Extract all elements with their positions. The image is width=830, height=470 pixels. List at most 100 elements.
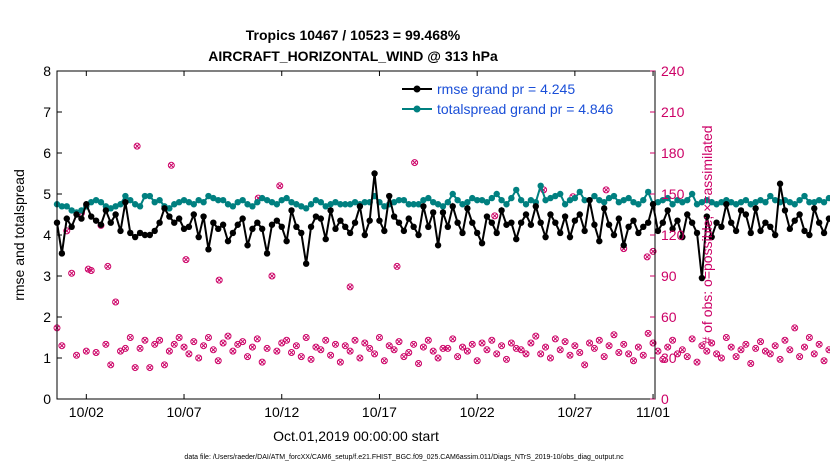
rmse-point xyxy=(361,231,368,239)
obs-assimilated-point xyxy=(347,348,353,354)
obs-possible-point xyxy=(410,340,418,348)
obs-assimilated-point xyxy=(518,347,524,353)
rmse-point xyxy=(503,221,510,228)
obs-assimilated-point xyxy=(298,354,304,360)
obs-possible-point xyxy=(58,342,66,350)
spread-point xyxy=(327,201,334,208)
spread-point xyxy=(171,201,178,208)
obs-possible-point xyxy=(224,332,232,340)
obs-possible-point xyxy=(167,161,175,169)
obs-assimilated-point xyxy=(606,343,612,349)
spread-point xyxy=(425,194,432,202)
obs-possible-point xyxy=(498,342,506,350)
obs-possible-point xyxy=(625,350,633,358)
obs-possible-point xyxy=(182,256,190,264)
obs-possible-point xyxy=(297,353,305,361)
obs-assimilated-point xyxy=(183,257,189,263)
rmse-point xyxy=(166,213,173,220)
rmse-point xyxy=(73,211,80,218)
obs-assimilated-point xyxy=(191,339,197,345)
obs-possible-point xyxy=(419,343,427,351)
spread-point xyxy=(703,196,710,204)
rmse-point xyxy=(747,229,754,237)
footer-data-file: data file: /Users/raeder/DAI/ATM_forcXX/… xyxy=(184,454,624,461)
spread-point xyxy=(400,196,408,204)
obs-possible-point xyxy=(82,347,90,355)
obs-assimilated-point xyxy=(381,358,387,364)
spread-point xyxy=(478,196,486,204)
spread-point xyxy=(146,192,154,200)
obs-assimilated-point xyxy=(216,277,222,283)
rmse-point xyxy=(224,237,232,245)
obs-assimilated-point xyxy=(85,266,91,272)
rmse-point xyxy=(693,229,701,237)
obs-possible-point xyxy=(253,335,261,343)
rmse-point xyxy=(596,237,603,245)
obs-assimilated-point xyxy=(547,355,554,361)
spread-point xyxy=(117,201,124,208)
rmse-point xyxy=(488,219,496,226)
spread-point xyxy=(522,201,530,208)
rmse-point xyxy=(351,219,359,226)
obs-assimilated-point xyxy=(215,358,221,364)
legend-spread-label: totalspread grand pr = 4.846 xyxy=(437,101,614,117)
legend-spread-marker xyxy=(413,105,421,113)
obs-assimilated-point xyxy=(748,360,754,367)
obs-assimilated-point xyxy=(508,340,514,346)
obs-assimilated-point xyxy=(714,351,720,357)
spread-point xyxy=(415,201,422,208)
obs-assimilated-point xyxy=(484,347,490,353)
y-tick-label-left: 5 xyxy=(43,186,51,202)
rmse-point xyxy=(586,196,593,204)
obs-assimilated-point xyxy=(494,351,500,357)
obs-assimilated-point xyxy=(801,344,808,350)
obs-assimilated-point xyxy=(450,336,456,342)
obs-possible-point xyxy=(507,339,515,347)
obs-assimilated-point xyxy=(342,343,348,349)
spread-point xyxy=(728,199,735,206)
obs-assimilated-point xyxy=(391,347,397,353)
obs-possible-point xyxy=(63,227,71,235)
spread-point xyxy=(302,205,310,212)
obs-assimilated-point xyxy=(562,339,568,345)
obs-possible-point xyxy=(576,349,584,357)
spread-point xyxy=(708,199,715,206)
rmse-point xyxy=(434,242,442,249)
spread-point xyxy=(229,203,237,210)
obs-possible-point xyxy=(146,364,154,372)
spread-point xyxy=(381,203,388,210)
obs-possible-point xyxy=(708,339,716,347)
spread-point xyxy=(571,194,579,202)
obs-possible-point xyxy=(815,340,823,348)
obs-possible-point xyxy=(204,334,212,341)
spread-point xyxy=(322,203,329,210)
rmse-point xyxy=(356,203,364,210)
x-tick-label: 11/01 xyxy=(636,404,670,420)
obs-assimilated-point xyxy=(733,354,739,360)
obs-assimilated-point xyxy=(492,213,498,219)
rmse-point xyxy=(205,246,212,253)
spread-point xyxy=(659,196,667,204)
spread-point xyxy=(58,203,66,210)
spread-point xyxy=(488,194,496,202)
rmse-point xyxy=(180,225,188,233)
rmse-point xyxy=(327,207,334,214)
obs-assimilated-point xyxy=(499,343,505,349)
obs-possible-point xyxy=(781,336,789,344)
obs-possible-point xyxy=(703,347,711,355)
spread-point xyxy=(498,196,505,204)
spread-point xyxy=(596,196,603,204)
rmse-point xyxy=(713,219,720,226)
rmse-point xyxy=(806,231,813,239)
spread-point xyxy=(112,203,119,210)
rmse-point xyxy=(630,217,637,224)
obs-assimilated-point xyxy=(743,341,749,347)
spread-point xyxy=(410,201,417,208)
obs-possible-point xyxy=(620,340,628,348)
spread-point xyxy=(166,205,173,212)
obs-assimilated-point xyxy=(533,333,539,339)
obs-possible-point xyxy=(532,332,540,340)
rmse-point xyxy=(718,223,725,230)
obs-possible-point xyxy=(630,357,638,365)
rmse-point xyxy=(68,223,75,230)
